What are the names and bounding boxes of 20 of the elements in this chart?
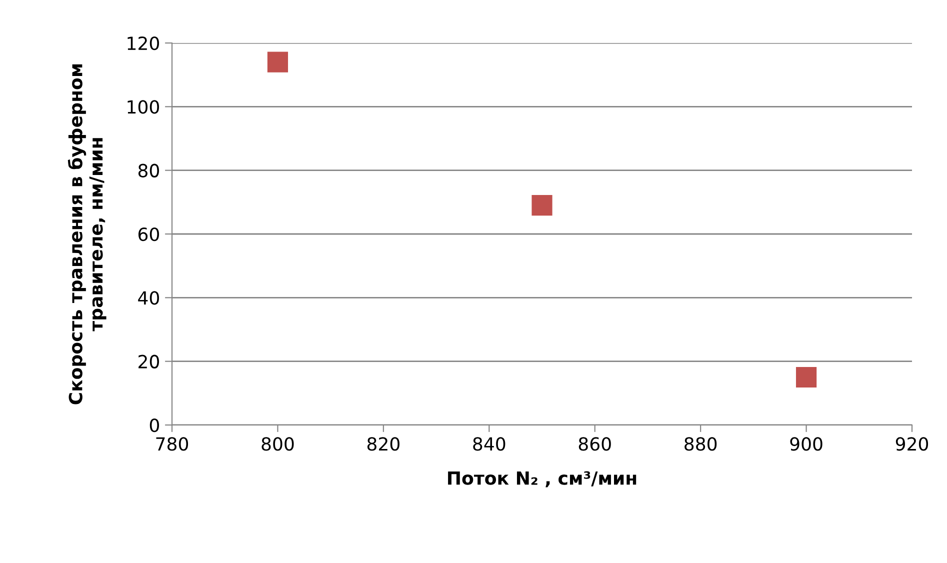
y-tick-label: 20 xyxy=(138,354,159,368)
x-tick-label: 800 xyxy=(262,437,294,451)
y-tick-label: 100 xyxy=(128,100,159,114)
x-tick-label: 900 xyxy=(790,437,822,451)
x-tick-label: 860 xyxy=(578,437,611,451)
y-axis-title: Скорость травления в буферном травителе, нм/мин xyxy=(68,64,106,404)
y-tick-label: 0 xyxy=(150,418,159,432)
y-tick-label: 40 xyxy=(138,291,159,305)
point xyxy=(267,52,288,72)
y-tick-label: 60 xyxy=(138,227,159,242)
x-tick-label: 920 xyxy=(896,437,928,451)
point xyxy=(796,366,817,388)
y-tick-label: 80 xyxy=(138,164,159,178)
x-tick-label: 840 xyxy=(473,437,506,451)
y-tick-label: 120 xyxy=(128,36,159,50)
x-tick-label: 820 xyxy=(367,437,400,451)
point xyxy=(532,195,552,216)
x-tick-label: 880 xyxy=(684,437,717,451)
x-tick-label: 780 xyxy=(156,437,188,451)
x-axis-title: Поток N₂ , см³/мин xyxy=(448,471,636,488)
